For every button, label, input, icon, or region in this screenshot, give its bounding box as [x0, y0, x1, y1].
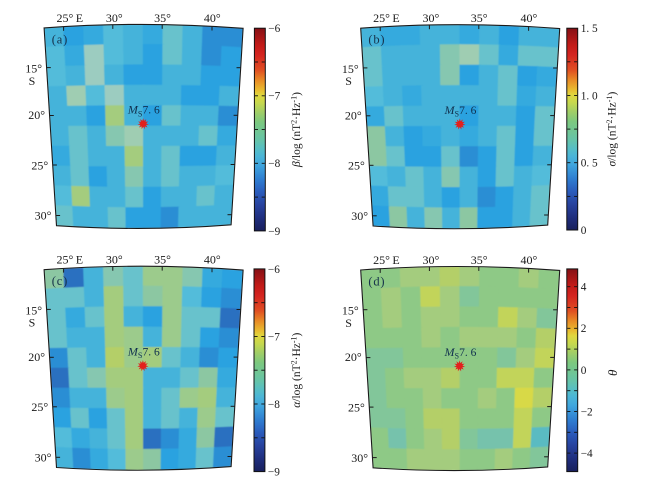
svg-text:1. 5: 1. 5	[581, 23, 598, 35]
svg-text:(a): (a)	[52, 32, 68, 46]
svg-text:25°: 25°	[348, 401, 365, 415]
svg-text:−9: −9	[268, 226, 280, 238]
svg-text:2: 2	[581, 323, 587, 335]
svg-text:−7: −7	[268, 331, 280, 343]
svg-text:25°: 25°	[31, 158, 48, 172]
svg-text:0: 0	[581, 225, 587, 237]
svg-text:40°: 40°	[520, 253, 537, 267]
svg-text:σ/log (nT2·Hz-1): σ/log (nT2·Hz-1)	[605, 92, 619, 167]
svg-text:4: 4	[581, 282, 587, 294]
svg-text:40°: 40°	[204, 11, 221, 25]
svg-text:θ: θ	[605, 369, 620, 376]
svg-text:(b): (b)	[368, 33, 385, 47]
svg-text:−2: −2	[581, 406, 593, 418]
svg-text:MS7. 6: MS7. 6	[444, 103, 477, 119]
svg-text:−6: −6	[268, 23, 280, 35]
svg-text:35°: 35°	[471, 253, 488, 267]
svg-text:30°: 30°	[351, 209, 368, 223]
svg-text:MS7. 6: MS7. 6	[127, 345, 160, 361]
svg-text:−6: −6	[268, 264, 280, 276]
svg-text:30°: 30°	[106, 253, 123, 267]
svg-text:S: S	[345, 316, 352, 330]
svg-text:25° E: 25° E	[373, 11, 400, 25]
svg-text:−4: −4	[581, 448, 593, 460]
svg-text:15°: 15°	[342, 304, 359, 318]
svg-text:(c): (c)	[52, 274, 68, 288]
svg-text:−8: −8	[268, 158, 280, 170]
svg-text:MS7. 6: MS7. 6	[127, 103, 160, 119]
svg-text:25°: 25°	[31, 400, 48, 414]
svg-text:35°: 35°	[154, 11, 171, 25]
svg-text:30°: 30°	[422, 253, 439, 267]
svg-text:40°: 40°	[204, 253, 221, 267]
svg-text:1. 0: 1. 0	[581, 90, 598, 102]
svg-text:30°: 30°	[422, 11, 439, 25]
svg-text:−8: −8	[268, 399, 280, 411]
svg-text:S: S	[29, 316, 36, 330]
svg-text:−7: −7	[268, 91, 280, 103]
svg-text:0: 0	[581, 365, 587, 377]
svg-text:20°: 20°	[28, 350, 45, 364]
svg-text:25° E: 25° E	[57, 253, 84, 267]
svg-text:25°: 25°	[348, 159, 365, 173]
svg-text:β/log (nT2·Hz-1): β/log (nT2·Hz-1)	[290, 92, 304, 168]
svg-text:20°: 20°	[28, 108, 45, 122]
svg-text:20°: 20°	[345, 108, 362, 122]
svg-text:0. 5: 0. 5	[581, 158, 598, 170]
svg-text:25° E: 25° E	[373, 253, 400, 267]
svg-text:S: S	[29, 74, 36, 88]
svg-text:25° E: 25° E	[57, 11, 84, 25]
svg-text:α/log (nT2·Hz-1): α/log (nT2·Hz-1)	[290, 332, 304, 407]
svg-text:30°: 30°	[351, 451, 368, 465]
svg-text:15°: 15°	[25, 303, 42, 317]
svg-text:20°: 20°	[345, 350, 362, 364]
svg-text:−9: −9	[268, 467, 280, 479]
svg-text:35°: 35°	[154, 253, 171, 267]
svg-text:40°: 40°	[520, 11, 537, 25]
svg-text:30°: 30°	[35, 451, 52, 465]
svg-text:15°: 15°	[342, 62, 359, 76]
svg-text:S: S	[345, 74, 352, 88]
svg-text:15°: 15°	[25, 62, 42, 76]
svg-text:30°: 30°	[35, 209, 52, 223]
svg-text:MS7. 6: MS7. 6	[444, 345, 477, 361]
svg-text:30°: 30°	[106, 11, 123, 25]
svg-text:35°: 35°	[471, 11, 488, 25]
svg-text:(d): (d)	[368, 275, 385, 289]
